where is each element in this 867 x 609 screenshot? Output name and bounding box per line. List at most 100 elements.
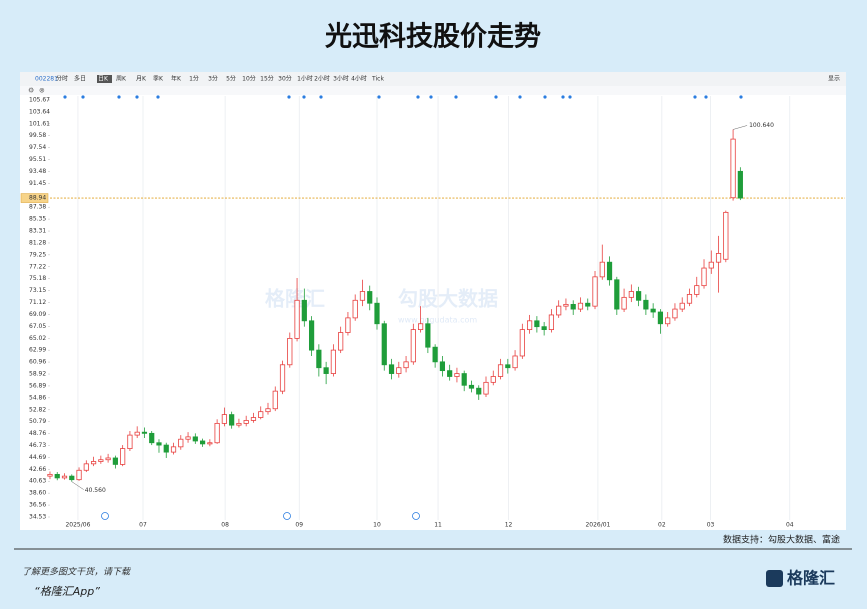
y-tick-label: 99.58 — [29, 132, 46, 139]
event-marker[interactable] — [101, 512, 109, 520]
candle-body — [694, 285, 700, 295]
event-dot[interactable] — [454, 95, 458, 99]
logo-icon — [766, 570, 783, 587]
event-dot[interactable] — [287, 95, 291, 99]
candle-body — [505, 364, 511, 369]
max-label: 100.640 — [749, 122, 774, 129]
event-dot[interactable] — [302, 95, 306, 99]
candle-body — [250, 417, 257, 421]
event-dot[interactable] — [319, 95, 323, 99]
candle-body — [61, 475, 68, 479]
toolbar-item: 季K — [153, 75, 164, 83]
candle-body — [534, 320, 540, 328]
candle-body — [76, 469, 82, 481]
candle-body — [359, 291, 366, 301]
candle-body — [396, 367, 402, 374]
event-marker[interactable] — [283, 512, 291, 520]
candle-body — [512, 355, 518, 369]
event-dot[interactable] — [377, 95, 381, 99]
footer-text: 了解更多图文干货，请下载 — [22, 567, 131, 578]
chart-title: 光迅科技股价走势 — [324, 22, 541, 53]
candle-body — [192, 436, 198, 442]
toolbar-item: 10分 — [242, 75, 256, 83]
event-dot[interactable] — [63, 95, 67, 99]
event-dot[interactable] — [416, 95, 420, 99]
candle-body — [98, 459, 104, 462]
candle-body — [374, 302, 380, 325]
toolbar-item: 月K — [136, 76, 147, 83]
candle-body — [258, 411, 264, 418]
y-tick-label: 60.96 — [29, 359, 46, 366]
toolbar-item: 2小时 — [314, 75, 330, 83]
x-tick-label: 2026/01 — [585, 522, 610, 529]
candle-body — [90, 461, 97, 465]
toolbar-item: 15分 — [260, 75, 274, 83]
event-dot[interactable] — [561, 95, 565, 99]
event-dot[interactable] — [117, 95, 121, 99]
candle-body — [352, 299, 358, 319]
x-tick-label: 11 — [434, 522, 442, 529]
toolbar-item: 多日 — [74, 75, 86, 83]
event-dot[interactable] — [568, 95, 572, 99]
y-tick-label: 38.60 — [29, 490, 46, 497]
y-tick-label: 83.31 — [29, 228, 46, 235]
y-tick-label: 71.12 — [29, 299, 46, 306]
y-tick-label: 36.56 — [29, 502, 46, 509]
event-dot[interactable] — [704, 95, 708, 99]
y-tick-label: 95.51 — [29, 156, 46, 163]
event-marker[interactable] — [412, 512, 420, 520]
toolbar-item: 3小时 — [333, 75, 349, 83]
candle-body — [127, 434, 133, 449]
candle-body — [701, 267, 707, 287]
candle-body — [665, 317, 671, 325]
candle-body — [410, 329, 416, 363]
candle-body — [425, 323, 431, 348]
event-dot[interactable] — [81, 95, 85, 99]
candle-body — [563, 303, 569, 307]
close-icon[interactable]: ⊗ — [39, 87, 45, 95]
watermark: 勾股大数据 — [398, 287, 498, 311]
candle-body — [715, 253, 722, 263]
candle-body — [599, 261, 605, 278]
candle-body — [214, 422, 220, 444]
x-tick-label: 02 — [658, 522, 666, 529]
y-tick-label: 42.66 — [29, 466, 46, 473]
candle-body — [570, 303, 576, 310]
candle-body — [221, 414, 227, 424]
toolbar-item: 5分 — [226, 75, 236, 83]
y-tick-label: 91.45 — [29, 180, 46, 187]
candle-body — [149, 432, 155, 444]
candle-body — [483, 381, 489, 395]
event-dot[interactable] — [739, 95, 743, 99]
candle-body — [439, 361, 446, 372]
candle-body — [577, 302, 584, 310]
settings-icon[interactable]: ⚙ — [28, 87, 34, 95]
candle-body — [272, 390, 278, 410]
candle-body — [323, 367, 329, 374]
candle-body — [54, 473, 60, 479]
candle-body — [345, 317, 351, 333]
candle-body — [497, 364, 504, 377]
candle-body — [330, 349, 336, 374]
candle-body — [643, 299, 649, 310]
candle-body — [650, 308, 656, 313]
y-tick-label: 93.48 — [29, 168, 46, 175]
event-dot[interactable] — [429, 95, 433, 99]
x-tick-label: 09 — [295, 522, 303, 529]
event-dot[interactable] — [135, 95, 139, 99]
candle-body — [156, 442, 162, 446]
event-dot[interactable] — [494, 95, 498, 99]
event-dot[interactable] — [156, 95, 160, 99]
y-tick-label: 62.99 — [29, 347, 46, 354]
y-tick-label: 81.28 — [29, 239, 46, 246]
candle-body — [614, 279, 620, 310]
y-tick-label: 75.18 — [29, 275, 46, 282]
event-dot[interactable] — [693, 95, 697, 99]
candle-body — [723, 211, 729, 260]
stock-code: 002281 — [35, 76, 58, 83]
candle-body — [236, 422, 242, 426]
event-dot[interactable] — [543, 95, 547, 99]
event-dot[interactable] — [518, 95, 522, 99]
